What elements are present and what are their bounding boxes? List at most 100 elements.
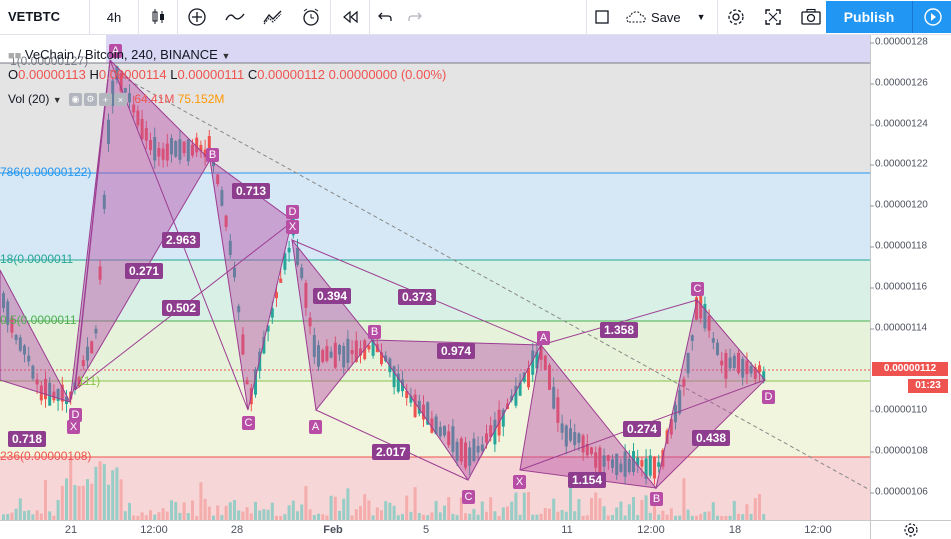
candle-body xyxy=(245,380,249,385)
candle-body xyxy=(325,346,329,361)
point-label-x-3: X xyxy=(513,475,526,489)
candle-body xyxy=(144,128,148,141)
candle-body xyxy=(237,306,241,313)
candle-body xyxy=(342,346,346,368)
volume-bar xyxy=(417,512,421,520)
close-icon[interactable]: × xyxy=(113,93,127,107)
settings-gear-icon[interactable] xyxy=(718,0,754,34)
undo-icon[interactable] xyxy=(370,0,400,34)
vol-value-1: 64.41M xyxy=(134,92,175,106)
volume-bar xyxy=(552,498,556,520)
volume-bar xyxy=(741,514,745,520)
volume-bar xyxy=(409,511,413,520)
redo-icon[interactable] xyxy=(400,0,430,34)
time-axis[interactable]: 21 12:00 28 Feb 5 11 12:00 18 12:00 xyxy=(0,520,870,539)
gear-icon[interactable] xyxy=(903,522,919,538)
play-icon[interactable] xyxy=(912,1,951,33)
volume-bar xyxy=(216,505,220,520)
replay-icon[interactable] xyxy=(331,0,369,34)
candle-body xyxy=(317,345,320,367)
indicators-icon[interactable] xyxy=(216,0,254,34)
chart-settings-corner[interactable] xyxy=(870,520,951,539)
candle-body xyxy=(640,460,644,467)
candle-body xyxy=(711,338,715,343)
add-indicator-icon[interactable] xyxy=(178,0,216,34)
volume-bar xyxy=(413,487,417,520)
ratio-label-10: 1.154 xyxy=(568,472,607,488)
symbol-search[interactable]: VETBTC xyxy=(0,0,90,34)
candle-body xyxy=(493,419,497,445)
volume-bar xyxy=(161,508,165,520)
volume-bar xyxy=(39,513,43,520)
save-button[interactable]: Save ▼ xyxy=(617,0,717,34)
volume-bar xyxy=(128,502,131,520)
time-tick: 12:00 xyxy=(637,524,665,536)
snapshot-camera-icon[interactable] xyxy=(792,0,830,34)
volume-bar xyxy=(367,500,371,520)
volume-bar xyxy=(18,498,22,520)
volume-bar xyxy=(535,514,539,520)
compare-icon[interactable] xyxy=(254,0,292,34)
countdown-badge: 01:23 xyxy=(908,379,948,393)
candle-body xyxy=(682,379,686,387)
volume-bar xyxy=(430,512,434,520)
candle-body xyxy=(758,365,761,373)
volume-bar xyxy=(262,509,266,520)
candle-body xyxy=(220,190,224,206)
vol-title[interactable]: Vol (20) xyxy=(8,92,50,106)
chart-canvas[interactable]: A B C D X A B C A X B C D X D 0.713 2.96… xyxy=(0,35,870,520)
volume-bar xyxy=(569,487,572,520)
fullscreen-icon[interactable] xyxy=(754,0,792,34)
interval-selector[interactable]: 4h xyxy=(106,9,122,25)
candle-body xyxy=(405,390,409,399)
alert-clock-icon[interactable] xyxy=(292,0,330,34)
volume-bar xyxy=(527,492,530,520)
candle-body xyxy=(602,455,606,467)
volume-bar xyxy=(199,482,203,520)
candle-body xyxy=(199,144,203,152)
candle-body xyxy=(745,360,749,375)
candle-body xyxy=(111,80,115,106)
legend-ohlc: O0.00000113 H0.00000114 L0.00000111 C0.0… xyxy=(8,67,447,82)
chevron-down-icon[interactable]: ▼ xyxy=(52,95,62,105)
volume-bar xyxy=(48,511,52,520)
chevron-down-icon[interactable]: ▼ xyxy=(221,51,231,61)
fullscreen-square-icon[interactable] xyxy=(587,0,617,34)
candle-body xyxy=(203,149,207,158)
candle-body xyxy=(480,444,484,451)
candle-body xyxy=(598,447,602,473)
candle-body xyxy=(31,365,35,379)
time-tick: 18 xyxy=(728,524,742,536)
candle-body xyxy=(140,118,144,140)
candle-body xyxy=(346,338,350,363)
candle-body xyxy=(132,104,136,113)
volume-bar xyxy=(648,512,652,520)
publish-button[interactable]: Publish xyxy=(826,1,912,33)
plus-icon[interactable]: + xyxy=(98,93,112,107)
ratio-label-6: 0.373 xyxy=(398,289,437,305)
volume-bar xyxy=(144,515,148,520)
price-tick: 0.00000116 xyxy=(869,281,928,293)
volume-bar xyxy=(111,470,115,520)
candle-body xyxy=(573,432,577,446)
candle-body xyxy=(606,455,610,461)
volume-bar xyxy=(346,488,350,520)
volume-bar xyxy=(619,501,623,520)
candle-body xyxy=(615,453,619,476)
candle-style-icon[interactable] xyxy=(139,0,177,34)
price-axis[interactable]: 0.00000128 0.00000126 0.00000124 0.00000… xyxy=(869,35,951,520)
candle-body xyxy=(581,435,585,453)
eye-icon[interactable]: ◉ xyxy=(68,93,82,107)
high-value: 0.00000114 xyxy=(98,67,167,82)
candle-body xyxy=(699,294,703,319)
legend-title[interactable]: VeChain / Bitcoin, 240, BINANCE xyxy=(24,47,218,62)
volume-bar xyxy=(401,514,404,520)
volume-bar xyxy=(283,514,287,520)
volume-bar xyxy=(493,511,497,520)
candle-body xyxy=(119,73,123,92)
gear-icon[interactable]: ⚙ xyxy=(83,93,97,107)
volume-bar xyxy=(522,492,526,520)
candle-body xyxy=(396,373,400,392)
volume-bar xyxy=(695,515,698,520)
candle-body xyxy=(266,325,270,332)
